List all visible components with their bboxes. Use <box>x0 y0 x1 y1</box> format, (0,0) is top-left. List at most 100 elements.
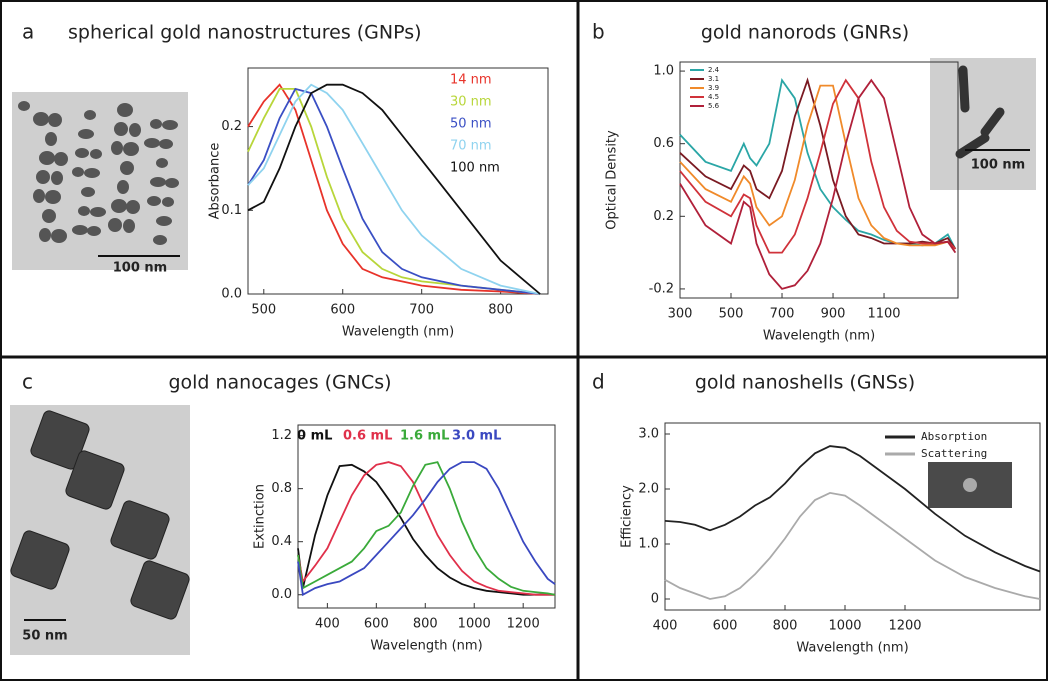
nanocage <box>10 530 70 590</box>
legend-label: 14 nm <box>450 73 492 88</box>
particle <box>90 207 106 217</box>
plot-frame <box>679 61 959 299</box>
particle <box>45 132 57 146</box>
x-tick-label: 500 <box>251 303 276 318</box>
scale-bar-label: 100 nm <box>971 158 1025 173</box>
x-tick-label: 800 <box>488 303 513 318</box>
particle <box>108 218 122 232</box>
nanorod <box>980 107 1005 137</box>
y-tick-label: 1.0 <box>638 537 659 552</box>
particle <box>111 199 127 213</box>
x-tick-label: 1000 <box>458 617 491 632</box>
legend-label: Absorption <box>921 430 987 443</box>
particle <box>84 110 96 120</box>
x-tick-label: 300 <box>668 307 693 322</box>
nanorod <box>958 65 970 113</box>
x-axis-label: Wavelength (nm) <box>370 639 482 654</box>
plot-frame <box>247 67 549 295</box>
scale-bar-label: 100 nm <box>113 261 167 276</box>
particle <box>39 151 55 165</box>
series-line <box>247 83 541 295</box>
particle <box>33 112 49 126</box>
x-tick-label: 600 <box>713 619 738 634</box>
legend-label: 1.6 mL <box>400 429 449 444</box>
y-tick-label: 1.0 <box>653 64 674 79</box>
x-tick-label: 700 <box>409 303 434 318</box>
particle <box>84 168 100 178</box>
particle <box>51 229 67 243</box>
panel-label: b <box>592 20 605 44</box>
legend-label: 0 mL <box>297 429 332 444</box>
series-line <box>297 461 556 596</box>
particle <box>123 142 139 156</box>
panel-label: a <box>22 20 34 44</box>
particle <box>147 196 161 206</box>
particle <box>81 187 95 197</box>
particle <box>36 170 50 184</box>
series-line <box>679 78 957 254</box>
particle <box>90 149 102 159</box>
panel: c gold nanocages (GNCs) 50 nm 400 600 800 1000… <box>10 370 556 655</box>
particle <box>75 148 89 158</box>
particle <box>87 226 101 236</box>
x-tick-label: 600 <box>330 303 355 318</box>
particle <box>33 189 45 203</box>
nanocage <box>110 500 170 560</box>
series-line <box>247 83 541 295</box>
legend-label: 5.6 <box>708 102 720 110</box>
scale-bar-label: 50 nm <box>22 629 67 644</box>
panel: a spherical gold nanostructures (GNPs) 100… <box>12 20 549 340</box>
panel: b gold nanorods (GNRs) 100 nm 300 500 700 900 1… <box>592 20 1036 344</box>
y-tick-label: 0.2 <box>221 119 242 134</box>
micrograph <box>930 58 1036 190</box>
particle <box>72 225 88 235</box>
legend-label: 2.4 <box>708 66 720 74</box>
y-axis-label: Absorbance <box>208 143 223 220</box>
y-tick-label: 0.4 <box>271 534 292 549</box>
legend-label: 0.6 mL <box>343 429 392 444</box>
nanocage <box>130 560 190 620</box>
y-tick-label: 0.6 <box>653 136 674 151</box>
x-tick-label: 600 <box>364 617 389 632</box>
particle <box>111 141 123 155</box>
particle <box>114 122 128 136</box>
x-tick-label: 1000 <box>828 619 861 634</box>
panel-title: gold nanoshells (GNSs) <box>695 372 915 394</box>
particle <box>78 129 94 139</box>
particle <box>162 120 178 130</box>
particle <box>45 190 61 204</box>
particle <box>18 101 30 111</box>
particle <box>156 216 172 226</box>
y-axis-label: Extinction <box>253 484 268 549</box>
x-tick-label: 700 <box>770 307 795 322</box>
particle <box>150 177 166 187</box>
legend-label: 50 nm <box>450 117 492 132</box>
x-tick-label: 400 <box>653 619 678 634</box>
nanorod <box>955 133 990 159</box>
panel-title: gold nanorods (GNRs) <box>701 22 909 44</box>
panel: d gold nanoshells (GNSs) 400 600 800 1000 1200… <box>592 370 1041 656</box>
series-line <box>679 77 957 250</box>
particle <box>162 197 174 207</box>
series-line <box>664 445 1041 573</box>
y-tick-label: 1.2 <box>271 428 292 443</box>
particle <box>54 152 68 166</box>
plot-frame <box>664 422 1041 611</box>
plot-frame <box>297 424 556 609</box>
particle <box>39 228 51 242</box>
particle <box>120 161 134 175</box>
series-line <box>247 87 541 295</box>
series-line <box>664 491 1041 600</box>
x-tick-label: 800 <box>413 617 438 632</box>
panel-label: c <box>22 370 33 394</box>
x-tick-label: 900 <box>821 307 846 322</box>
y-tick-label: 0.0 <box>271 587 292 602</box>
particle <box>72 167 84 177</box>
legend-label: 3.1 <box>708 75 719 83</box>
legend-label: 4.5 <box>708 93 719 101</box>
x-tick-label: 800 <box>773 619 798 634</box>
x-tick-label: 1200 <box>888 619 921 634</box>
nanoshell <box>963 478 977 492</box>
particle <box>48 113 62 127</box>
